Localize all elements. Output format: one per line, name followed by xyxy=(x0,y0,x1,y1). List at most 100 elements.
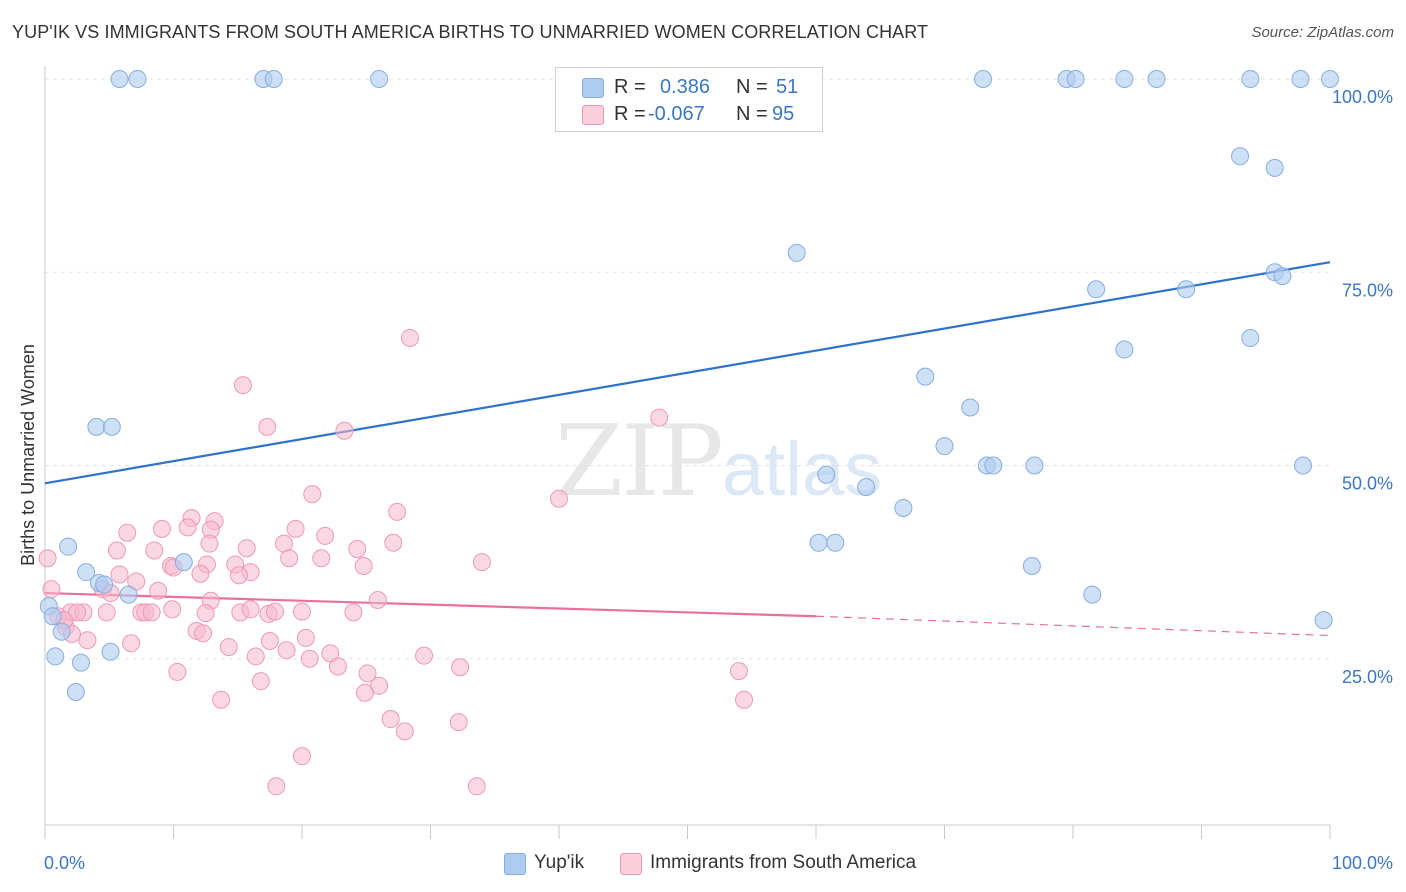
data-point-immigrants xyxy=(107,541,126,560)
data-point-immigrants xyxy=(152,519,171,538)
data-point-yupik xyxy=(264,70,283,88)
n-label: N = xyxy=(736,76,768,98)
data-point-yupik xyxy=(46,647,65,666)
data-point-immigrants xyxy=(212,690,231,709)
data-point-immigrants xyxy=(260,631,279,650)
data-point-immigrants xyxy=(38,549,57,568)
n-value: 51 xyxy=(776,76,799,98)
data-point-immigrants xyxy=(241,600,260,619)
data-point-immigrants xyxy=(196,604,215,623)
trend-lines xyxy=(44,261,1331,637)
yupik-swatch xyxy=(582,78,604,98)
trendline-immigrants xyxy=(44,591,817,618)
data-point-immigrants xyxy=(293,747,311,766)
data-point-immigrants xyxy=(344,603,363,622)
n-value: 95 xyxy=(772,103,795,125)
data-points xyxy=(38,70,1339,796)
data-point-yupik xyxy=(809,533,828,552)
data-point-yupik xyxy=(787,243,806,262)
data-point-yupik xyxy=(916,367,935,386)
data-point-immigrants xyxy=(68,603,87,622)
data-point-yupik xyxy=(71,653,90,672)
chart-title: YUP'IK VS IMMIGRANTS FROM SOUTH AMERICA … xyxy=(12,22,929,42)
trendline-yupik xyxy=(44,261,1331,485)
trendline-immigrants xyxy=(815,615,1331,637)
data-point-immigrants xyxy=(149,581,168,600)
axes xyxy=(44,66,1331,839)
data-point-yupik xyxy=(1025,456,1044,475)
data-point-yupik xyxy=(1321,70,1339,88)
data-point-yupik xyxy=(984,456,1003,475)
data-point-immigrants xyxy=(300,649,319,668)
data-point-immigrants xyxy=(233,376,252,395)
data-point-yupik xyxy=(935,437,954,456)
data-point-yupik xyxy=(119,585,138,604)
data-point-yupik xyxy=(1241,70,1260,88)
data-point-immigrants xyxy=(118,523,137,542)
data-point-immigrants xyxy=(370,676,389,695)
data-point-yupik xyxy=(1314,611,1333,630)
data-point-immigrants xyxy=(335,421,354,440)
data-point-immigrants xyxy=(110,565,129,584)
data-point-yupik xyxy=(1087,280,1106,299)
data-point-immigrants xyxy=(348,539,367,558)
data-point-yupik xyxy=(102,417,121,436)
data-point-immigrants xyxy=(467,777,486,796)
data-point-immigrants xyxy=(251,672,270,691)
watermark-zip: ZIP xyxy=(555,405,724,519)
y-tick-label: 100.0% xyxy=(1332,87,1393,107)
data-point-immigrants xyxy=(449,713,468,732)
data-point-immigrants xyxy=(472,553,491,572)
data-point-immigrants xyxy=(293,602,311,621)
data-point-immigrants xyxy=(388,502,407,521)
legend-label: Immigrants from South America xyxy=(650,852,917,873)
data-point-immigrants xyxy=(178,518,197,537)
data-point-immigrants xyxy=(415,646,434,665)
watermark-atlas: atlas xyxy=(721,427,883,512)
data-point-yupik xyxy=(826,533,845,552)
data-point-yupik xyxy=(1231,147,1250,166)
data-point-yupik xyxy=(43,607,62,626)
y-tick-label: 25.0% xyxy=(1342,667,1393,687)
data-point-immigrants xyxy=(78,631,97,650)
data-point-yupik xyxy=(1115,340,1134,359)
data-point-yupik xyxy=(1291,70,1310,88)
data-point-immigrants xyxy=(328,657,347,676)
data-point-yupik xyxy=(974,70,993,88)
data-point-yupik xyxy=(1294,456,1313,475)
data-point-yupik xyxy=(95,575,114,594)
data-point-immigrants xyxy=(368,591,387,610)
data-point-immigrants xyxy=(122,634,141,653)
data-point-yupik xyxy=(1177,280,1196,299)
y-tick-label: 50.0% xyxy=(1342,474,1393,494)
data-point-immigrants xyxy=(277,641,296,660)
data-point-immigrants xyxy=(42,580,61,599)
data-point-immigrants xyxy=(145,541,164,560)
r-value: 0.386 xyxy=(660,76,711,98)
data-point-yupik xyxy=(1241,328,1260,347)
data-point-yupik xyxy=(1083,585,1102,604)
data-point-immigrants xyxy=(237,539,256,558)
data-point-yupik xyxy=(1265,158,1284,177)
data-point-yupik xyxy=(174,553,193,572)
data-point-immigrants xyxy=(219,638,238,657)
data-point-yupik xyxy=(817,465,836,484)
data-point-immigrants xyxy=(354,556,373,575)
immigrants-legend-swatch xyxy=(620,853,642,875)
data-point-immigrants xyxy=(191,564,210,583)
stats-legend-box: R = 0.386 N = 51 R = -0.067 N = 95 xyxy=(555,67,823,132)
data-point-yupik xyxy=(77,563,96,582)
data-point-yupik xyxy=(1115,70,1134,88)
data-point-immigrants xyxy=(729,662,748,681)
data-point-immigrants xyxy=(381,710,400,729)
data-point-immigrants xyxy=(168,662,187,681)
data-point-immigrants xyxy=(735,690,754,709)
data-point-yupik xyxy=(961,398,980,417)
data-point-immigrants xyxy=(280,549,299,568)
data-point-immigrants xyxy=(267,777,286,796)
y-axis-label: Births to Unmarried Women xyxy=(18,344,38,566)
data-point-immigrants xyxy=(246,647,265,666)
data-point-immigrants xyxy=(296,628,315,647)
data-point-yupik xyxy=(1066,70,1085,88)
data-point-immigrants xyxy=(550,489,568,508)
